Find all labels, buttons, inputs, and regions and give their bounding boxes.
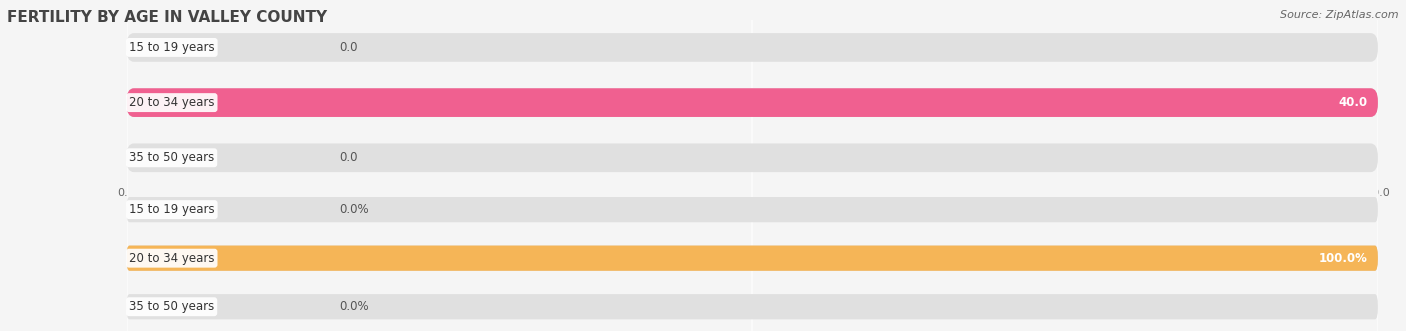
Text: 15 to 19 years: 15 to 19 years <box>129 203 215 216</box>
Text: 20 to 34 years: 20 to 34 years <box>129 252 215 265</box>
FancyBboxPatch shape <box>127 197 1378 222</box>
Text: 35 to 50 years: 35 to 50 years <box>129 300 214 313</box>
Text: 100.0%: 100.0% <box>1319 252 1368 265</box>
Text: 0.0%: 0.0% <box>339 300 368 313</box>
FancyBboxPatch shape <box>127 88 1378 117</box>
Text: 20 to 34 years: 20 to 34 years <box>129 96 215 109</box>
Text: 35 to 50 years: 35 to 50 years <box>129 151 214 164</box>
Text: Source: ZipAtlas.com: Source: ZipAtlas.com <box>1281 10 1399 20</box>
Text: 0.0: 0.0 <box>339 151 357 164</box>
Text: FERTILITY BY AGE IN VALLEY COUNTY: FERTILITY BY AGE IN VALLEY COUNTY <box>7 10 328 25</box>
Text: 15 to 19 years: 15 to 19 years <box>129 41 215 54</box>
FancyBboxPatch shape <box>127 246 1378 271</box>
Text: 40.0: 40.0 <box>1339 96 1368 109</box>
FancyBboxPatch shape <box>127 143 1378 172</box>
FancyBboxPatch shape <box>127 88 1378 117</box>
Text: 0.0: 0.0 <box>339 41 357 54</box>
FancyBboxPatch shape <box>127 246 1378 271</box>
FancyBboxPatch shape <box>127 33 1378 62</box>
Text: 0.0%: 0.0% <box>339 203 368 216</box>
FancyBboxPatch shape <box>127 294 1378 319</box>
